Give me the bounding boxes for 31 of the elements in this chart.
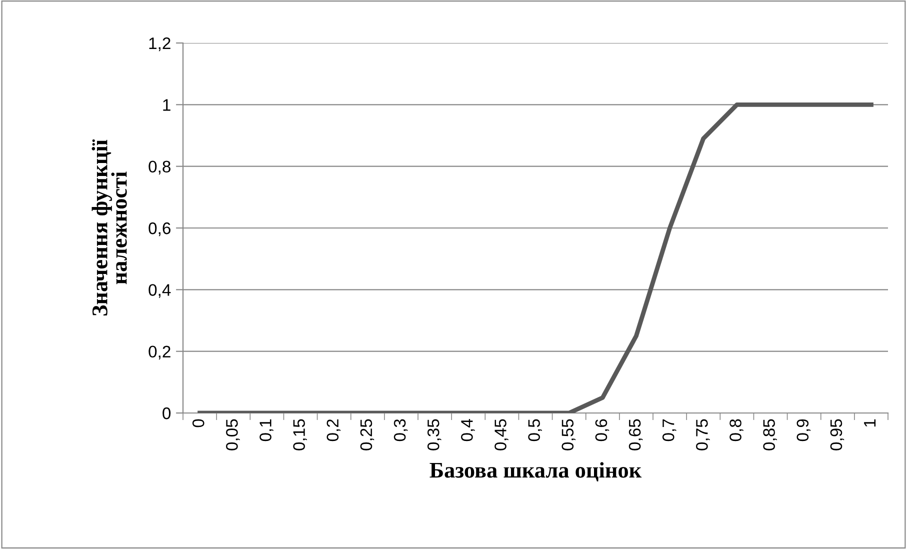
y-tick-label: 0,6 — [148, 222, 170, 236]
x-tick-label: 0,05 — [226, 419, 240, 450]
x-tick-label: 1 — [864, 419, 876, 427]
x-tick-label: 0,7 — [662, 419, 676, 442]
x-axis-title: Базова шкала оцінок — [430, 462, 642, 482]
x-tick-label: 0,3 — [394, 419, 408, 442]
x-tick-label: 0,5 — [528, 419, 542, 442]
x-tick-label: 0,1 — [260, 419, 274, 442]
x-tick-label: 0,2 — [326, 419, 341, 442]
x-tick-label: 0,8 — [730, 419, 744, 442]
y-tick-label: 0,2 — [148, 346, 170, 360]
x-tick-label: 0,75 — [696, 419, 710, 450]
x-tick-label: 0,95 — [830, 419, 844, 450]
y-tick-label: 1 — [163, 99, 170, 111]
x-tick-label: 0,85 — [763, 419, 777, 450]
x-tick-label: 0,45 — [494, 419, 508, 450]
y-tick-label: 1,2 — [149, 37, 170, 52]
y-tick-label: 0 — [162, 407, 171, 420]
line-series — [198, 102, 874, 413]
x-tick-label: 0,35 — [427, 419, 442, 450]
y-tick-label: 0,4 — [148, 284, 171, 298]
x-tick-label: 0,4 — [461, 419, 475, 442]
x-tick-label: 0,9 — [796, 419, 811, 442]
x-tick-label: 0,6 — [595, 419, 610, 442]
x-tick-label: 0,65 — [628, 419, 643, 450]
y-axis-title: Значення функції належності — [92, 139, 127, 316]
x-tick-label: 0,55 — [562, 419, 576, 450]
x-tick-label: 0,15 — [293, 419, 307, 450]
x-tick-label: 0,25 — [360, 419, 374, 450]
y-tick-label: 0,8 — [148, 160, 170, 175]
x-tick-label: 0 — [192, 419, 204, 428]
